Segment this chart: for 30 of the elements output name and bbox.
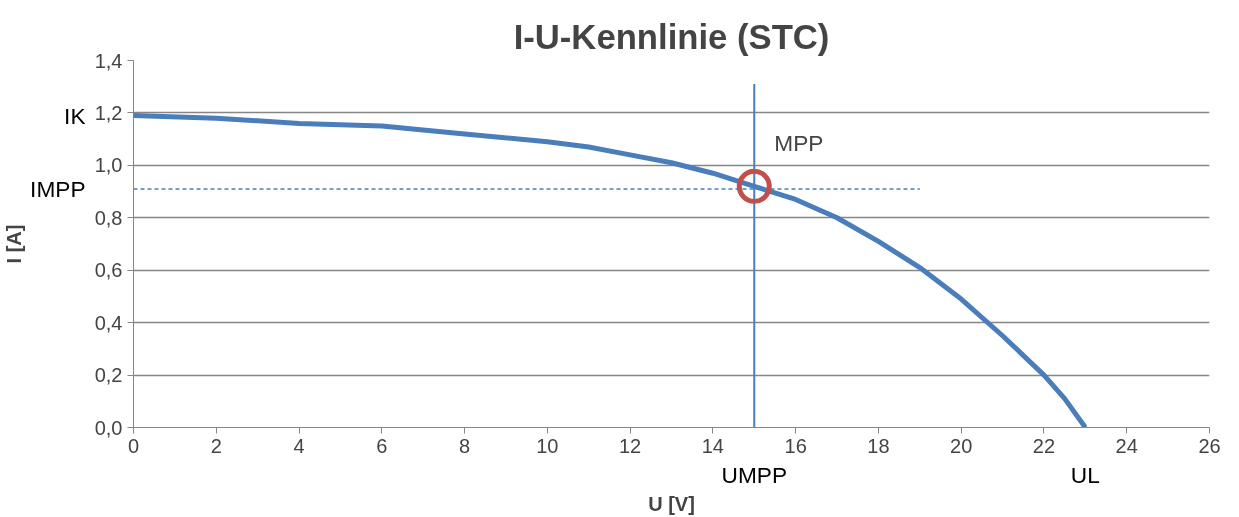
x-tick-label: 0 bbox=[127, 434, 140, 457]
x-tick-label: 6 bbox=[376, 434, 388, 457]
x-tick-label: 12 bbox=[618, 434, 642, 457]
y-tick-label: 0,0 bbox=[94, 416, 123, 439]
x-axis-title: U [V] bbox=[648, 492, 695, 515]
x-tick-label: 8 bbox=[459, 434, 471, 457]
x-tick-label: 26 bbox=[1198, 434, 1221, 457]
y-tick-label: 0,4 bbox=[94, 311, 123, 334]
y-axis-title: I [A] bbox=[3, 224, 26, 264]
annotation: UL bbox=[1070, 461, 1100, 488]
x-tick-label: 4 bbox=[293, 434, 305, 457]
x-tick-label: 16 bbox=[784, 434, 807, 457]
x-tick-label: 14 bbox=[701, 434, 725, 457]
annotation: UMPP bbox=[721, 461, 788, 488]
y-tick-label: 1,0 bbox=[94, 154, 123, 177]
y-tick-label: 0,2 bbox=[94, 364, 123, 387]
x-tick-label: 2 bbox=[210, 434, 222, 457]
y-tick-label: 0,6 bbox=[94, 259, 123, 282]
x-tick-label: 22 bbox=[1032, 434, 1056, 457]
x-tick-label: 10 bbox=[536, 434, 559, 457]
x-tick-label: 24 bbox=[1115, 434, 1138, 457]
y-tick-label: 0,8 bbox=[94, 206, 123, 229]
x-tick-label: 20 bbox=[950, 434, 973, 457]
y-tick-label: 1,2 bbox=[94, 101, 123, 124]
annotation: IK bbox=[64, 102, 86, 129]
y-tick-label: 1,4 bbox=[94, 49, 123, 72]
annotation: IMPP bbox=[30, 175, 86, 202]
chart-title: I-U-Kennlinie (STC) bbox=[513, 17, 830, 56]
annotation: MPP bbox=[774, 130, 824, 157]
x-tick-label: 18 bbox=[867, 434, 890, 457]
